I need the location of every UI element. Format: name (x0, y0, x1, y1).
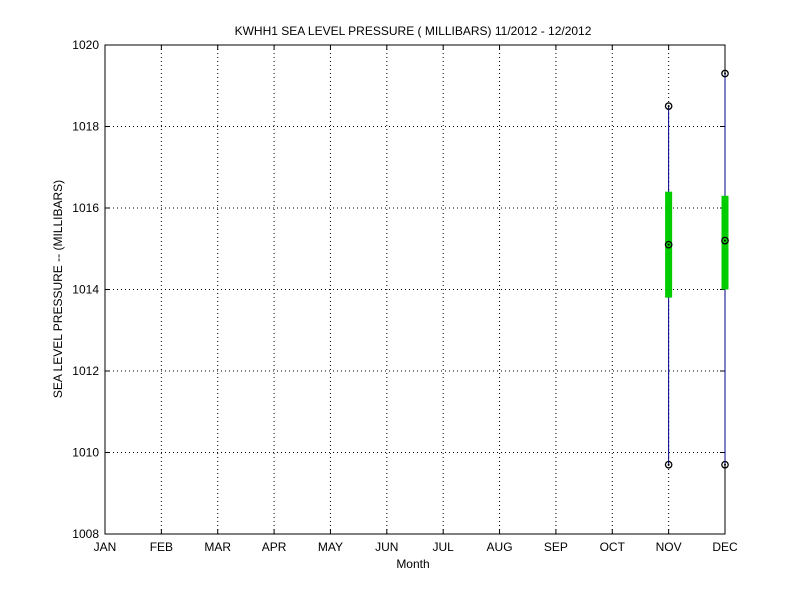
grid (105, 45, 725, 534)
x-tick-label: AUG (487, 540, 513, 554)
chart-title: KWHH1 SEA LEVEL PRESSURE ( MILLIBARS) 11… (235, 24, 592, 38)
y-tick-label: 1014 (72, 283, 99, 297)
x-axis-label: Month (396, 557, 429, 571)
median-marker (721, 236, 729, 245)
box-plots (664, 69, 729, 469)
x-tick-label: MAR (204, 540, 231, 554)
median-marker (664, 240, 673, 249)
box-dec (721, 69, 729, 469)
box-nov (664, 102, 673, 469)
median-marker-dot (667, 243, 670, 246)
y-tick-label: 1010 (72, 446, 99, 460)
min-marker (721, 460, 729, 469)
x-tick-label: DEC (712, 540, 738, 554)
x-tick-label: NOV (656, 540, 682, 554)
iqr-box (721, 195, 729, 290)
x-tick-label: MAY (318, 540, 343, 554)
median-marker-dot (724, 239, 726, 242)
x-tick-label: JUL (433, 540, 455, 554)
x-tick-label: OCT (600, 540, 626, 554)
max-marker-dot (724, 72, 726, 75)
min-marker-dot (724, 463, 726, 466)
x-tick-label: JAN (94, 540, 117, 554)
x-tick-label: FEB (150, 540, 173, 554)
x-tick-label: JUN (375, 540, 398, 554)
y-axis-label: SEA LEVEL PRESSURE -- (MILLIBARS) (51, 180, 65, 398)
y-tick-label: 1018 (72, 120, 99, 134)
y-tick-label: 1008 (72, 527, 99, 541)
y-tick-label: 1016 (72, 201, 99, 215)
min-marker (664, 460, 673, 469)
y-tick-label: 1020 (72, 38, 99, 52)
x-tick-label: SEP (544, 540, 568, 554)
x-tick-label: APR (262, 540, 287, 554)
max-marker-dot (667, 105, 670, 108)
axes: JAN FEB MAR APR MAY JUN JUL AUG SEP OCT NOV DEC 1008… (72, 38, 738, 554)
max-marker (664, 102, 673, 110)
max-marker (721, 69, 729, 78)
min-marker-dot (667, 463, 670, 466)
y-tick-label: 1012 (72, 364, 99, 378)
